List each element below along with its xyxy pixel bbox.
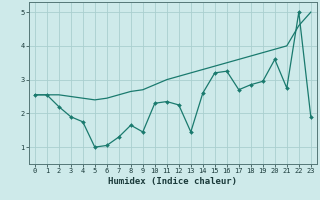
- X-axis label: Humidex (Indice chaleur): Humidex (Indice chaleur): [108, 177, 237, 186]
